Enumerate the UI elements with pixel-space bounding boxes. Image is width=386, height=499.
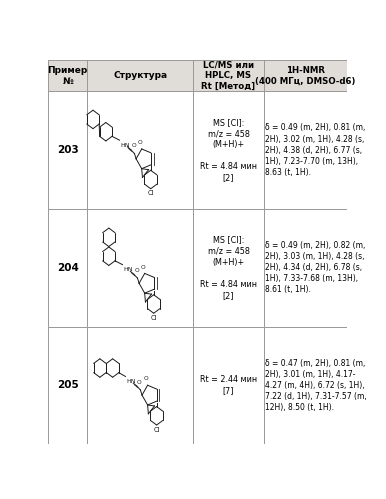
Text: Cl: Cl: [151, 315, 157, 321]
Bar: [87, 209, 193, 326]
Text: HN: HN: [127, 379, 136, 384]
Bar: [264, 60, 347, 91]
Bar: [48, 91, 87, 209]
Bar: [264, 91, 347, 209]
Text: 1H-NMR
(400 МГц, DMSO-d6): 1H-NMR (400 МГц, DMSO-d6): [255, 65, 356, 86]
Text: δ = 0.49 (m, 2H), 0.82 (m,
2H), 3.03 (m, 1H), 4.28 (s,
2H), 4.34 (d, 2H), 6.78 (: δ = 0.49 (m, 2H), 0.82 (m, 2H), 3.03 (m,…: [265, 241, 366, 294]
Bar: [264, 209, 347, 326]
Bar: [193, 326, 264, 444]
Bar: [87, 326, 193, 444]
Text: 203: 203: [57, 145, 79, 155]
Bar: [193, 60, 264, 91]
Text: O: O: [131, 143, 136, 148]
Text: O: O: [144, 376, 148, 381]
Bar: [193, 91, 264, 209]
Text: HN: HN: [121, 143, 130, 148]
Text: HN: HN: [124, 267, 133, 272]
Bar: [87, 60, 193, 91]
Text: Rt = 2.44 мин
[7]: Rt = 2.44 мин [7]: [200, 375, 257, 395]
Text: O: O: [137, 380, 142, 385]
Text: Cl: Cl: [153, 427, 160, 433]
Text: Структура: Структура: [113, 71, 167, 80]
Text: δ = 0.49 (m, 2H), 0.81 (m,
2H), 3.02 (m, 1H), 4.28 (s,
2H), 4.38 (d, 2H), 6.77 (: δ = 0.49 (m, 2H), 0.81 (m, 2H), 3.02 (m,…: [265, 123, 366, 177]
Bar: [48, 60, 87, 91]
Text: MS [CI]:
m/z = 458
(M+H)+

Rt = 4.84 мин
[2]: MS [CI]: m/z = 458 (M+H)+ Rt = 4.84 мин …: [200, 118, 257, 183]
Text: MS [CI]:
m/z = 458
(M+H)+

Rt = 4.84 мин
[2]: MS [CI]: m/z = 458 (M+H)+ Rt = 4.84 мин …: [200, 236, 257, 300]
Bar: [48, 209, 87, 326]
Text: O: O: [137, 140, 142, 145]
Text: O: O: [134, 268, 139, 273]
Bar: [193, 209, 264, 326]
Text: Пример
№: Пример №: [47, 65, 88, 86]
Bar: [87, 91, 193, 209]
Text: LC/MS или
HPLC, MS
Rt [Метод]: LC/MS или HPLC, MS Rt [Метод]: [201, 60, 256, 91]
Text: Cl: Cl: [147, 190, 154, 196]
Bar: [264, 326, 347, 444]
Text: O: O: [141, 264, 145, 269]
Text: 204: 204: [57, 263, 79, 273]
Bar: [48, 326, 87, 444]
Text: 205: 205: [57, 380, 79, 390]
Text: δ = 0.47 (m, 2H), 0.81 (m,
2H), 3.01 (m, 1H), 4.17-
4.27 (m, 4H), 6.72 (s, 1H),
: δ = 0.47 (m, 2H), 0.81 (m, 2H), 3.01 (m,…: [265, 359, 367, 412]
